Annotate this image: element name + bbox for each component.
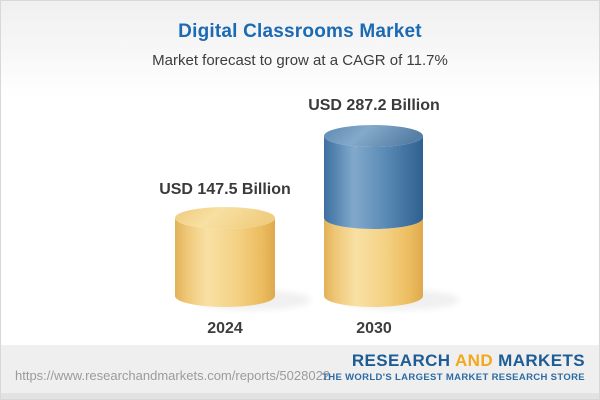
value-label-2030: USD 287.2 Billion [308,97,440,114]
page-subtitle: Market forecast to grow at a CAGR of 11.… [152,52,448,69]
logo-word-markets: MARKETS [498,351,585,370]
page-title: Digital Classrooms Market [178,21,422,42]
logo-word-and: AND [454,351,494,370]
category-label-2024: 2024 [207,320,243,337]
header-gradient [1,1,599,97]
bar-2030-growth-segment [324,136,423,230]
bar-2024-top-face [175,207,275,229]
report-url: https://www.researchandmarkets.com/repor… [15,368,331,383]
footer-bar: https://www.researchandmarkets.com/repor… [1,345,599,399]
logo-tagline: THE WORLD'S LARGEST MARKET RESEARCH STOR… [322,372,585,383]
category-label-2030: 2030 [356,320,392,337]
bar-2024-body [175,218,275,307]
bar-2024-cylinder [175,207,275,307]
bar-2030-cylinder [324,125,423,307]
research-and-markets-logo: RESEARCH AND MARKETS THE WORLD'S LARGEST… [322,352,585,384]
bar-2030-top-face [324,125,423,147]
logo-word-research: RESEARCH [351,351,451,370]
value-label-2024: USD 147.5 Billion [159,181,291,198]
bar-2030-base-segment [324,218,423,307]
logo-wordmark: RESEARCH AND MARKETS [322,352,585,370]
